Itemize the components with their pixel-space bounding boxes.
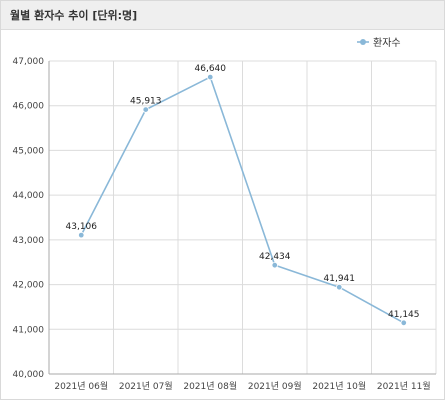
x-tick-label: 2021년 10월: [312, 380, 366, 392]
series-line: [80, 75, 405, 324]
legend[interactable]: 환자수: [357, 37, 401, 49]
panel-title: 월별 환자수 추이 [단위:명]: [10, 9, 138, 22]
data-label: 41,145: [388, 310, 420, 320]
y-axis: 40,000 41,000 42,000 43,000 44,000 45,000 46,0…: [13, 57, 50, 380]
data-point: [400, 319, 407, 327]
x-tick-label: 2021년 08월: [183, 380, 237, 392]
y-tick-label: 41,000: [13, 325, 45, 335]
y-tick-label: 44,000: [13, 191, 45, 201]
x-tick-label: 2021년 07월: [119, 380, 173, 392]
y-tick-label: 46,000: [13, 102, 45, 112]
y-tick-label: 45,000: [13, 146, 45, 156]
data-label: 43,106: [66, 222, 98, 232]
y-tick-label: 47,000: [13, 57, 45, 67]
data-point: [271, 261, 278, 269]
x-tick-label: 2021년 09월: [248, 380, 302, 392]
data-point: [207, 73, 214, 81]
data-label: 42,434: [259, 252, 291, 262]
data-point: [78, 231, 85, 239]
y-tick-label: 43,000: [13, 236, 45, 246]
x-tick-label: 2021년 11월: [377, 380, 431, 392]
data-label: 45,913: [130, 97, 162, 107]
series-group: 43,106 45,913 46,640 42,434 41,941 41,145: [66, 64, 420, 327]
gridlines: [48, 60, 437, 375]
data-point: [142, 106, 149, 113]
legend-marker: [360, 39, 366, 45]
data-point: [336, 284, 343, 291]
legend-label: 환자수: [373, 37, 401, 49]
y-tick-label: 40,000: [13, 370, 45, 380]
x-tick-label: 2021년 06월: [54, 380, 108, 392]
x-axis: 2021년 06월 2021년 07월 2021년 08월 2021년 09월 2021…: [49, 373, 436, 392]
y-tick-label: 42,000: [13, 281, 45, 291]
data-label: 46,640: [195, 64, 227, 74]
panel-header: 월별 환자수 추이 [단위:명]: [1, 1, 444, 30]
data-label: 41,941: [324, 274, 356, 284]
